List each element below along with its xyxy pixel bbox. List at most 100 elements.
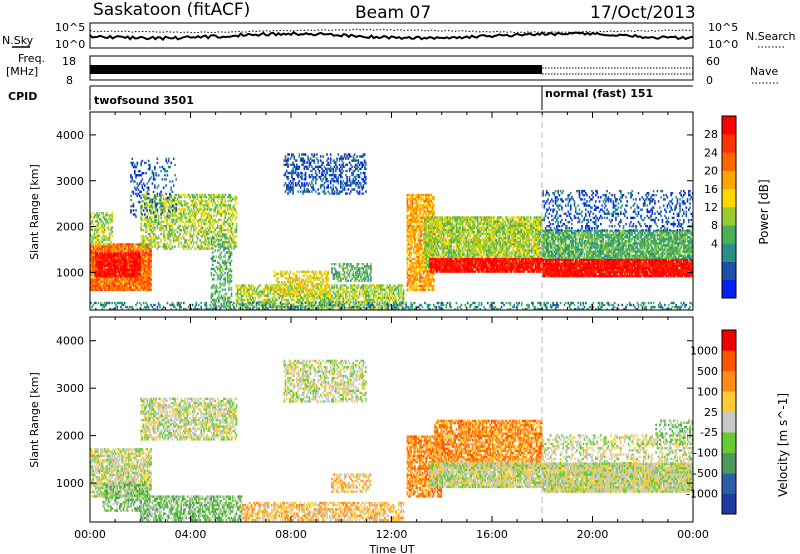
- heatmap-cell-power-7: [282, 274, 284, 278]
- heatmap-cell-power-1: [107, 272, 110, 276]
- heatmap-cell-power-0: [111, 284, 113, 287]
- heatmap-cell-power-6: [318, 290, 321, 293]
- heatmap-cell-power-6: [399, 292, 401, 295]
- heatmap-cell-power-0: [142, 274, 145, 277]
- heatmap-cell-power-0: [112, 249, 115, 252]
- heatmap-cell-power-6: [237, 296, 239, 300]
- heatmap-cell-power-0: [123, 276, 126, 279]
- heatmap-cell-power-7: [308, 278, 311, 282]
- heatmap-cell-power-3: [157, 218, 160, 221]
- heatmap-cell-power-6: [268, 296, 270, 300]
- heatmap-cell-power-4: [154, 178, 156, 181]
- heatmap-cell-power-0: [127, 243, 130, 246]
- heatmap-cell-power-3: [194, 247, 196, 250]
- heatmap-cell-power-3: [172, 237, 175, 240]
- heatmap-cell-power-7: [296, 287, 298, 290]
- heatmap-cell-power-6: [275, 298, 278, 302]
- heatmap-cell-power-6: [270, 286, 273, 289]
- heatmap-cell-power-8: [363, 153, 366, 156]
- heatmap-cell-power-6: [237, 300, 239, 304]
- heatmap-cell-power-0: [90, 272, 92, 275]
- heatmap-cell-power-0: [141, 249, 144, 252]
- heatmap-cell-power-8: [327, 161, 329, 164]
- heatmap-cell-power-6: [382, 296, 385, 300]
- heatmap-cell-power-3: [201, 241, 204, 244]
- heatmap-cell-power-3: [156, 226, 159, 230]
- heatmap-cell-power-3: [169, 224, 171, 228]
- heatmap-cell-power-7: [314, 278, 317, 282]
- heatmap-cell-power-7: [296, 276, 298, 280]
- heatmap-cell-power-6: [392, 292, 395, 295]
- heatmap-cell-power-3: [215, 220, 218, 223]
- heatmap-cell-power-4: [131, 205, 134, 208]
- heatmap-cell-power-6: [245, 290, 248, 293]
- heatmap-cell-power-5: [229, 267, 231, 271]
- heatmap-cell-power-7: [296, 270, 298, 273]
- heatmap-cell-power-0: [134, 284, 136, 287]
- heatmap-cell-power-0: [123, 245, 126, 248]
- heatmap-cell-power-4: [142, 182, 145, 185]
- heatmap-cell-power-3: [229, 245, 231, 248]
- heatmap-cell-power-8: [360, 184, 362, 187]
- heatmap-cell-power-3: [147, 224, 150, 228]
- heatmap-cell-power-3: [220, 226, 223, 230]
- heatmap-cell-power-1: [107, 258, 110, 261]
- heatmap-cell-power-5: [211, 302, 214, 306]
- heatmap-cell-power-0: [149, 280, 151, 283]
- heatmap-cell-power-1: [117, 270, 120, 274]
- heatmap-cell-power-0: [149, 270, 151, 273]
- heatmap-cell-power-6: [352, 296, 355, 300]
- heatmap-cell-power-7: [311, 270, 313, 273]
- heatmap-cell-power-0: [145, 251, 147, 254]
- heatmap-cell-power-3: [154, 239, 156, 242]
- heatmap-cell-power-8: [335, 169, 337, 173]
- heatmap-cell-power-6: [267, 288, 269, 291]
- heatmap-cell-power-7: [302, 278, 304, 282]
- heatmap-cell-power-0: [107, 266, 110, 269]
- heatmap-cell-power-6: [273, 305, 275, 308]
- heatmap-cell-power-6: [353, 302, 356, 306]
- heatmap-cell-power-3: [201, 235, 204, 238]
- heatmap-cell-power-3: [211, 230, 214, 234]
- heatmap-cell-power-2: [96, 242, 98, 246]
- heatmap-cell-power-3: [162, 237, 165, 240]
- heatmap-cell-power-4: [166, 215, 169, 218]
- heatmap-cell-power-6: [392, 284, 395, 287]
- heatmap-cell-power-0: [90, 253, 92, 256]
- heatmap-cell-power-3: [196, 204, 199, 207]
- heatmap-cell-power-3: [195, 214, 198, 217]
- heatmap-cell-power-3: [200, 212, 203, 215]
- heatmap-cell-power-6: [248, 305, 250, 308]
- heatmap-cell-power-5: [215, 288, 218, 291]
- heatmap-cell-power-5: [229, 274, 231, 277]
- heatmap-cell-power-0: [145, 274, 147, 277]
- heatmap-cell-power-7: [304, 280, 307, 284]
- heatmap-cell-power-6: [346, 294, 348, 297]
- heatmap-cell-power-8: [329, 165, 332, 168]
- heatmap-cell-power-3: [175, 235, 177, 238]
- heatmap-cell-power-3: [142, 200, 145, 203]
- heatmap-cell-power-0: [101, 247, 103, 250]
- heatmap-cell-power-3: [189, 237, 191, 240]
- heatmap-cell-power-6: [356, 294, 358, 297]
- heatmap-cell-power-8: [340, 165, 342, 168]
- heatmap-cell-power-4: [147, 196, 150, 200]
- heatmap-cell-power-0: [112, 282, 115, 285]
- heatmap-cell-power-3: [177, 212, 180, 215]
- heatmap-cell-power-0: [122, 245, 125, 248]
- heatmap-cell-power-4: [132, 209, 135, 212]
- heatmap-cell-power-1: [106, 270, 108, 274]
- heatmap-cell-power-4: [150, 205, 152, 208]
- heatmap-cell-power-0: [96, 280, 98, 283]
- heatmap-cell-power-0: [146, 286, 149, 289]
- heatmap-cell-power-0: [140, 266, 142, 269]
- heatmap-cell-power-6: [248, 290, 250, 293]
- heatmap-cell-power-8: [340, 175, 342, 179]
- heatmap-cell-power-4: [160, 203, 162, 206]
- heatmap-cell-power-5: [228, 282, 230, 285]
- heatmap-cell-power-0: [130, 282, 132, 285]
- heatmap-cell-power-1: [95, 274, 97, 278]
- heatmap-cell-power-3: [179, 241, 181, 244]
- heatmap-cell-power-2: [101, 240, 103, 244]
- heatmap-cell-power-3: [164, 239, 166, 242]
